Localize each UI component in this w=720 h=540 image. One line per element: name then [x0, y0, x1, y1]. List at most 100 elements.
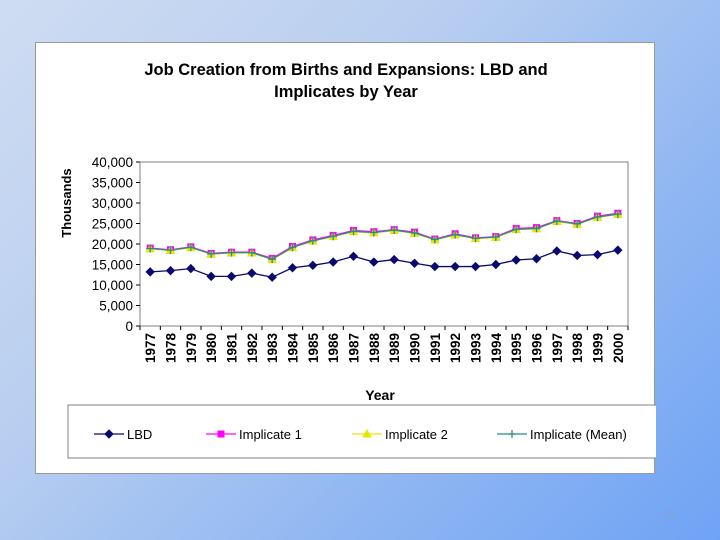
x-tick-label: 1987	[347, 333, 362, 363]
data-point-implicate-mean	[410, 228, 419, 237]
x-tick-label: 1999	[591, 333, 606, 363]
line-chart: Job Creation from Births and Expansions:…	[59, 61, 656, 459]
x-axis: 1977 1978 1979 1980 1981 1982 1983 1984 1985 1986…	[139, 326, 629, 364]
data-point-implicate-mean	[613, 210, 622, 219]
data-point-lbd	[491, 259, 501, 270]
series-lbd	[145, 245, 623, 282]
y-tick-label: 30,000	[92, 196, 133, 211]
data-point-lbd	[613, 245, 623, 255]
x-tick-label: 1993	[469, 333, 484, 364]
chart-title: Job Creation from Births and Expansions:…	[144, 61, 547, 101]
x-tick-label: 1983	[265, 333, 280, 364]
data-point-implicate-mean	[430, 235, 439, 244]
data-point-implicate-mean	[329, 232, 338, 241]
x-tick-label: 1984	[286, 333, 301, 364]
data-point-lbd	[226, 271, 237, 282]
y-axis: 0 5,000 10,000 15,000 20,000 25,000 30,000 35,0…	[92, 155, 140, 334]
data-point-lbd	[470, 261, 481, 272]
x-tick-label: 1985	[306, 333, 321, 364]
x-tick-label: 1996	[530, 333, 545, 364]
data-point-lbd	[165, 265, 176, 276]
x-tick-label: 1997	[550, 333, 565, 363]
legend-entry-implicate-2: Implicate 2	[352, 427, 448, 442]
data-point-implicate-mean	[573, 219, 582, 228]
x-tick-label: 1990	[408, 333, 423, 363]
x-tick-label: 1995	[509, 333, 524, 364]
x-tick-label: 1994	[489, 333, 504, 364]
data-point-lbd	[206, 271, 216, 282]
data-point-implicate-mean	[166, 246, 175, 255]
x-tick-label: 1992	[448, 333, 463, 363]
legend-entry-implicate-1: Implicate 1	[206, 427, 302, 442]
data-point-implicate-mean	[349, 227, 358, 236]
legend-swatch-marker	[104, 429, 114, 439]
data-point-implicate-mean	[593, 212, 602, 221]
y-tick-label: 20,000	[92, 237, 133, 252]
data-point-lbd	[369, 257, 379, 267]
chart-panel: Job Creation from Births and Expansions:…	[35, 42, 656, 474]
x-tick-label: 1982	[245, 333, 260, 363]
data-point-lbd	[348, 251, 359, 262]
x-tick-label: 1979	[184, 333, 199, 363]
legend-entry-lbd: LBD	[94, 427, 152, 442]
data-point-lbd	[531, 254, 542, 264]
data-point-implicate-mean	[451, 230, 460, 239]
data-point-implicate-mean	[207, 249, 216, 258]
data-point-implicate-mean	[512, 225, 521, 234]
data-point-implicate-mean	[552, 217, 561, 226]
legend-label: LBD	[127, 427, 152, 442]
x-tick-label: 1986	[326, 333, 341, 364]
y-axis-label: Thousands	[59, 168, 74, 237]
data-point-implicate-mean	[268, 255, 277, 264]
series-implicate-mean	[146, 210, 622, 264]
slide-number: 21	[664, 508, 676, 519]
legend-box	[67, 404, 656, 459]
y-tick-label: 5,000	[99, 299, 133, 314]
legend-label: Implicate 2	[385, 427, 448, 442]
x-tick-label: 1978	[164, 333, 179, 364]
y-tick-label: 35,000	[92, 176, 133, 191]
data-point-lbd	[409, 258, 420, 268]
x-tick-label: 1998	[570, 333, 585, 364]
series-layer	[145, 209, 623, 282]
chart-title-line-2: Implicates by Year	[274, 83, 418, 101]
x-tick-label: 1991	[428, 333, 443, 364]
plot-area	[139, 161, 629, 327]
series-line-implicate-1	[150, 212, 618, 260]
data-point-lbd	[328, 257, 338, 267]
legend-label: Implicate 1	[239, 427, 302, 442]
data-point-lbd	[592, 249, 603, 260]
data-point-lbd	[247, 268, 257, 278]
data-point-lbd	[287, 263, 298, 273]
x-tick-label: 2000	[611, 333, 626, 363]
data-point-lbd	[450, 261, 460, 272]
legend-label: Implicate (Mean)	[530, 427, 627, 442]
y-tick-label: 25,000	[92, 217, 133, 232]
data-point-lbd	[145, 267, 155, 277]
legend: LBD Implicate 1 Implicate 2 Implicate (Mean…	[67, 404, 656, 459]
legend-swatch-marker	[217, 430, 225, 438]
data-point-implicate-mean	[471, 234, 480, 243]
data-point-implicate-mean	[532, 224, 541, 233]
y-tick-label: 0	[125, 319, 133, 334]
x-tick-label: 1977	[143, 333, 158, 363]
x-tick-label: 1980	[204, 333, 219, 363]
legend-entry-implicate-mean: Implicate (Mean)	[497, 427, 627, 442]
y-tick-label: 40,000	[92, 155, 133, 170]
series-implicate-2	[145, 209, 623, 264]
data-point-lbd	[430, 261, 440, 272]
data-point-implicate-mean	[491, 233, 500, 242]
chart-title-line-1: Job Creation from Births and Expansions:…	[144, 61, 547, 79]
x-tick-label: 1981	[225, 333, 240, 364]
x-tick-label: 1989	[387, 333, 402, 363]
legend-swatch-marker	[362, 428, 372, 438]
data-point-implicate-mean	[390, 226, 399, 235]
x-axis-label: Year	[365, 387, 395, 403]
data-point-implicate-mean	[288, 243, 297, 252]
data-point-lbd	[389, 254, 399, 265]
data-point-lbd	[511, 255, 521, 265]
data-point-lbd	[267, 272, 277, 282]
y-tick-label: 10,000	[92, 278, 133, 293]
data-point-lbd	[552, 246, 562, 256]
data-point-lbd	[308, 260, 318, 271]
